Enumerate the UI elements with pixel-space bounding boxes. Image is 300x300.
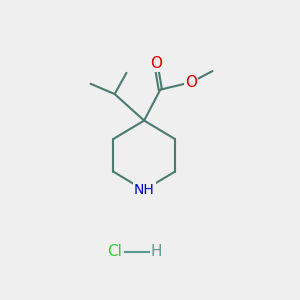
Text: H: H <box>150 244 161 259</box>
Text: Cl: Cl <box>107 244 122 259</box>
Text: O: O <box>150 56 162 71</box>
Text: NH: NH <box>134 183 154 197</box>
Text: O: O <box>185 75 197 90</box>
